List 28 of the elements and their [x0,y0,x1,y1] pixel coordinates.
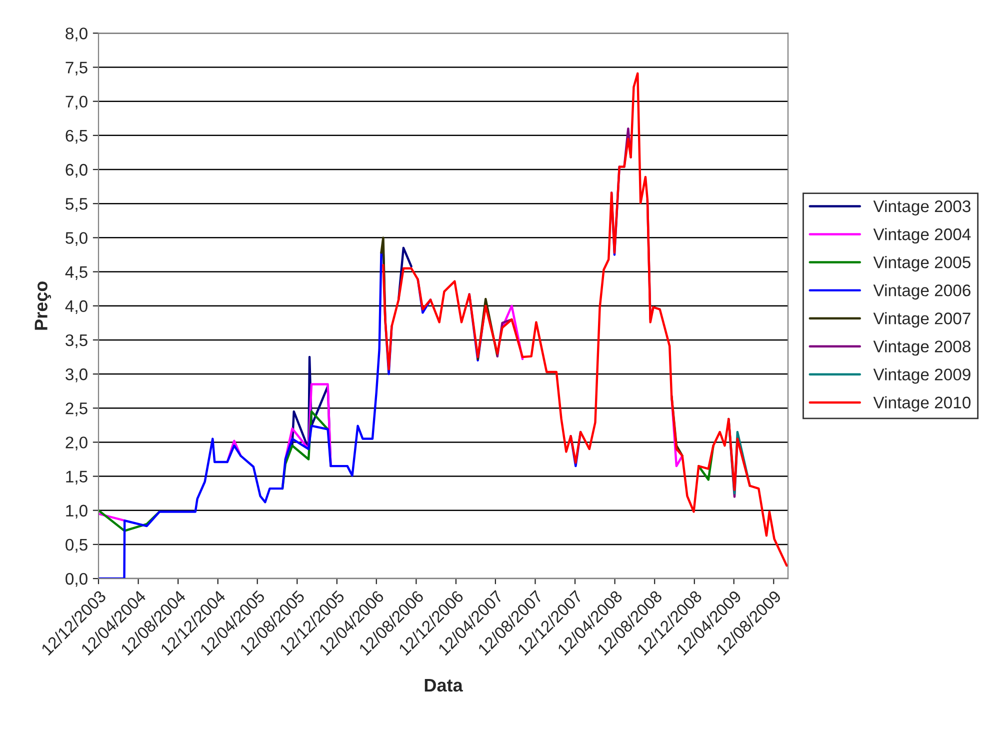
y-axis-title: Preço [34,281,52,330]
y-tick-label: 2,0 [66,436,88,450]
y-tick-label: 1,5 [66,470,88,484]
legend-label: Vintage 2005 [873,256,970,272]
y-tick-label: 4,0 [65,300,88,314]
y-tick-label: 6,0 [66,164,88,178]
line-series [382,72,788,567]
y-tick-label: 4,5 [65,266,88,280]
legend-label: Vintage 2008 [873,340,970,356]
y-tick-label: 8,0 [66,28,88,42]
legend-label: Vintage 2003 [873,200,970,216]
y-tick-label: 0,5 [66,538,88,553]
y-tick-label: 7,0 [66,96,88,110]
y-tick-label: 3,0 [66,368,88,382]
legend-label: Vintage 2010 [873,396,971,412]
legend-label: Vintage 2007 [873,312,970,328]
y-tick-label: 6,5 [66,130,88,144]
y-tick-label: 0,0 [66,572,88,587]
y-tick-label: 7,5 [66,62,88,76]
y-tick-label: 2,5 [66,402,88,416]
y-tick-label: 3,5 [66,334,88,348]
legend-label: Vintage 2009 [873,368,970,384]
y-tick-label: 5,5 [66,198,88,212]
legend-label: Vintage 2004 [873,228,971,244]
y-tick-label: 1,0 [66,504,88,519]
y-tick-label: 5,0 [66,232,88,246]
legend-label: Vintage 2006 [873,284,970,300]
x-axis-title: Data [424,679,463,692]
